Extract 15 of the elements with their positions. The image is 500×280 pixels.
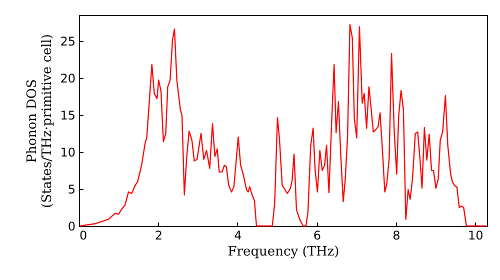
y-tick-label: 15 <box>60 108 76 122</box>
y-tick-label: 5 <box>68 182 76 196</box>
y-axis-title: Phonon DOS (States/THz·primitive cell) <box>25 34 56 208</box>
x-tick-label: 2 <box>154 228 163 242</box>
x-tick-label: 10 <box>468 228 484 242</box>
y-tick-label: 25 <box>60 34 76 48</box>
x-tick-label: 4 <box>234 228 242 242</box>
x-tick-label: 0 <box>80 228 88 242</box>
x-axis-title: Frequency (THz) <box>228 244 340 260</box>
line-series <box>80 24 487 227</box>
x-tick-label: 8 <box>392 228 400 242</box>
y-tick-label: 10 <box>60 145 76 160</box>
y-tick-label: 20 <box>60 71 76 86</box>
x-tick-label: 6 <box>313 228 321 242</box>
y-tick-label: 0 <box>68 220 76 234</box>
